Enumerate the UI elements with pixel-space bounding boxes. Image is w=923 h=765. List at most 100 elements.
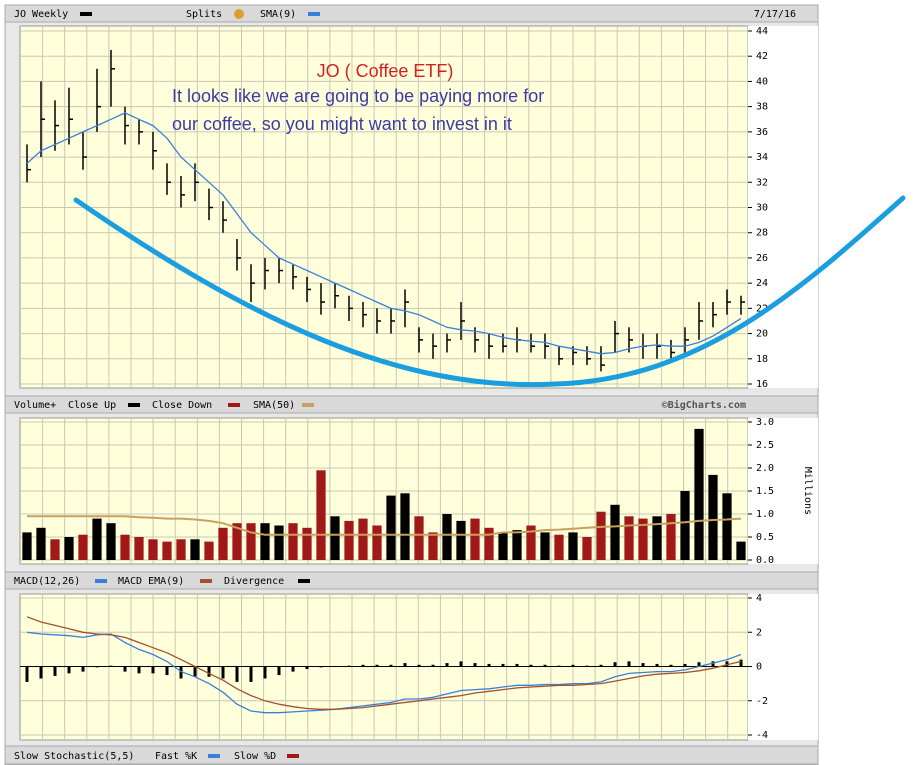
divergence-bar	[81, 666, 85, 672]
divergence-bar	[67, 666, 71, 674]
divergence-bar	[291, 666, 295, 672]
divergence-bar	[221, 666, 225, 679]
divergence-bar	[249, 666, 253, 682]
y-tick-label: 0.0	[756, 555, 774, 566]
y-tick-label: 18	[756, 354, 768, 365]
divergence-bar	[193, 666, 197, 677]
legend-icon	[95, 579, 107, 583]
sma-line	[26, 112, 742, 355]
volume-bar	[512, 530, 522, 560]
divergence-bar	[697, 662, 701, 667]
volume-bar	[470, 518, 480, 560]
volume-bar	[330, 516, 340, 560]
legend-icon	[308, 12, 320, 16]
divergence-bar	[683, 663, 687, 667]
volume-bar	[414, 516, 424, 560]
y-axis-label: Millions	[802, 467, 813, 515]
legend-label: MACD(12,26)	[14, 576, 80, 587]
y-tick-label: 28	[756, 228, 768, 239]
credit: ©BigCharts.com	[662, 399, 746, 411]
volume-bar	[582, 537, 592, 560]
y-tick-label: 1.0	[756, 509, 774, 520]
volume-axis-bg	[748, 418, 818, 564]
volume-bar	[708, 474, 718, 560]
divergence-bar	[655, 663, 659, 667]
volume-bar	[50, 539, 60, 560]
legend-title: Volume+	[14, 400, 56, 411]
divergence-bar	[641, 663, 645, 667]
volume-bar	[148, 539, 158, 560]
legend-label: Close Down	[152, 400, 212, 411]
volume-bar	[694, 428, 704, 560]
volume-bar	[358, 518, 368, 560]
volume-bar	[316, 470, 326, 560]
legend-icon	[234, 9, 244, 19]
macd-line	[26, 616, 742, 710]
volume-bar	[442, 514, 452, 560]
legend-label: Slow %D	[234, 751, 276, 762]
volume-bar	[484, 527, 494, 560]
volume-bar	[190, 539, 200, 560]
y-tick-label: 38	[756, 102, 768, 113]
legend-icon	[302, 403, 314, 407]
divergence-bar	[431, 664, 435, 667]
legend-label: SMA(9)	[260, 9, 296, 20]
volume-bar	[274, 525, 284, 560]
volume-bar	[22, 532, 32, 560]
divergence-bar	[305, 666, 309, 670]
volume-bar	[64, 537, 74, 560]
divergence-bar	[613, 662, 617, 667]
volume-bar	[638, 518, 648, 560]
macd-axis-bg	[748, 594, 818, 740]
volume-bar	[232, 523, 242, 560]
divergence-bar	[445, 663, 449, 667]
volume-bar	[736, 541, 746, 560]
volume-bar	[134, 537, 144, 560]
volume-bar	[372, 525, 382, 560]
volume-bar	[176, 539, 186, 560]
hand-drawn-curve	[73, 195, 906, 388]
divergence-bar	[53, 666, 57, 676]
volume-bar	[722, 493, 732, 560]
volume-bar	[498, 532, 508, 560]
divergence-bar	[39, 666, 43, 679]
divergence-bar	[207, 666, 211, 677]
volume-bar	[288, 523, 298, 560]
legend-icon	[228, 403, 240, 407]
legend-label: JO Weekly	[14, 9, 68, 20]
legend-icon	[287, 754, 299, 758]
y-tick-label: 34	[756, 152, 768, 163]
divergence-bar	[319, 666, 323, 668]
volume-bar	[162, 541, 172, 560]
volume-bar	[36, 527, 46, 560]
y-tick-label: -2	[756, 696, 768, 707]
y-tick-label: 24	[756, 278, 768, 289]
volume-bar	[246, 523, 256, 560]
divergence-bar	[669, 664, 673, 667]
divergence-bar	[137, 666, 141, 674]
divergence-bar	[557, 665, 561, 667]
divergence-bar	[25, 666, 29, 682]
y-tick-label: 36	[756, 127, 768, 138]
divergence-bar	[361, 664, 365, 667]
divergence-bar	[711, 661, 715, 667]
volume-sma	[27, 515, 742, 536]
legend-icon	[200, 579, 212, 583]
divergence-bar	[109, 665, 113, 667]
divergence-bar	[151, 666, 155, 674]
y-tick-label: 2.0	[756, 463, 774, 474]
volume-bar	[554, 534, 564, 560]
divergence-bar	[277, 666, 281, 676]
volume-bar	[120, 534, 130, 560]
divergence-bar	[375, 664, 379, 667]
divergence-bar	[123, 666, 127, 672]
y-tick-label: 2.5	[756, 440, 774, 451]
legend-icon	[128, 403, 140, 407]
y-tick-label: 26	[756, 253, 768, 264]
divergence-bar	[725, 661, 729, 667]
annotation-text: our coffee, so you might want to invest …	[172, 114, 512, 134]
divergence-bar	[263, 666, 267, 679]
divergence-bar	[95, 666, 99, 668]
